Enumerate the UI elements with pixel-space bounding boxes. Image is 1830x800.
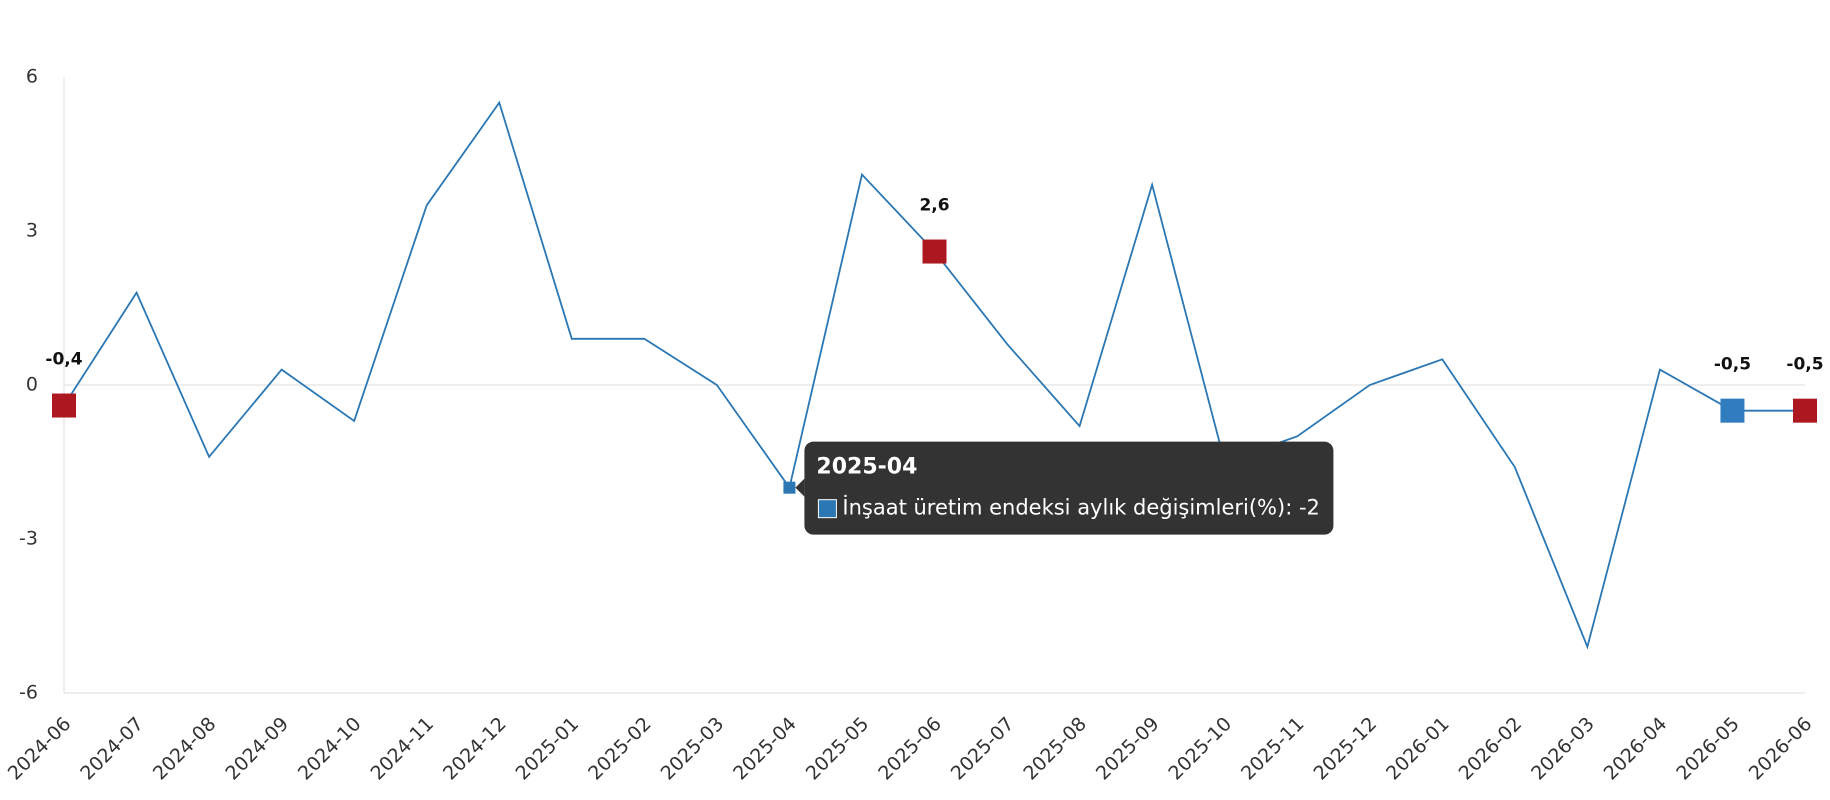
marker: [1793, 398, 1817, 423]
x-tick-label: 2026-05: [1672, 713, 1744, 785]
x-tick-label: 2025-12: [1309, 713, 1381, 785]
y-tick-label: -6: [19, 682, 38, 704]
x-tick-label: 2024-10: [294, 713, 366, 785]
tooltip-swatch: [817, 499, 837, 519]
tooltip-value: -2: [1299, 496, 1320, 520]
tooltip-separator: :: [1285, 496, 1299, 520]
x-tick-label: 2025-09: [1092, 713, 1164, 785]
x-tick-label: 2026-02: [1455, 713, 1527, 785]
x-tick-label: 2024-07: [76, 713, 148, 785]
x-tick-label: 2024-11: [366, 713, 438, 785]
y-tick-label: 6: [26, 66, 38, 88]
x-tick-label: 2025-04: [729, 713, 801, 785]
value-label: -0,5: [1714, 355, 1751, 375]
tooltip-title: 2025-04: [816, 455, 917, 480]
value-label: 2,6: [919, 196, 949, 216]
marker: [52, 393, 76, 418]
y-tick-label: 3: [26, 220, 38, 242]
marker: [1720, 398, 1745, 423]
x-tick-label: 2024-08: [149, 713, 221, 785]
x-tick-label: 2025-05: [802, 713, 874, 785]
marker: [922, 239, 947, 264]
x-tick-label: 2025-01: [512, 713, 584, 785]
tooltip-arrow: [795, 478, 805, 497]
x-tick-label: 2026-06: [1745, 713, 1817, 785]
x-tick-label: 2026-01: [1382, 713, 1454, 785]
x-tick-label: 2025-06: [874, 713, 946, 785]
marker: [783, 481, 796, 494]
y-tick-label: 0: [26, 374, 38, 396]
tooltip-box: [804, 441, 1334, 535]
value-label: -0,4: [45, 350, 82, 370]
value-label: -0,5: [1786, 355, 1823, 375]
x-tick-label: 2024-12: [439, 713, 511, 785]
series-line: [63, 100, 1805, 650]
x-tick-label: 2025-02: [584, 713, 656, 785]
x-tick-label: 2025-03: [657, 713, 729, 785]
y-tick-label: -3: [19, 528, 38, 550]
x-tick-label: 2025-08: [1019, 713, 1091, 785]
x-tick-label: 2025-11: [1237, 713, 1309, 785]
x-tick-label: 2025-10: [1164, 713, 1236, 785]
x-tick-label: 2024-09: [221, 713, 293, 785]
tooltip-body: İnşaat üretim endeksi aylık değişimleri(…: [842, 495, 1320, 520]
x-tick-label: 2026-03: [1527, 713, 1599, 785]
tooltip-series-name: İnşaat üretim endeksi aylık değişimleri(…: [842, 495, 1285, 520]
x-tick-label: 2026-04: [1600, 713, 1672, 785]
tooltip: 2025-04 İnşaat üretim endeksi aylık değiş…: [795, 441, 1334, 535]
x-tick-label: 2024-06: [4, 713, 76, 785]
x-tick-label: 2025-07: [947, 713, 1019, 785]
